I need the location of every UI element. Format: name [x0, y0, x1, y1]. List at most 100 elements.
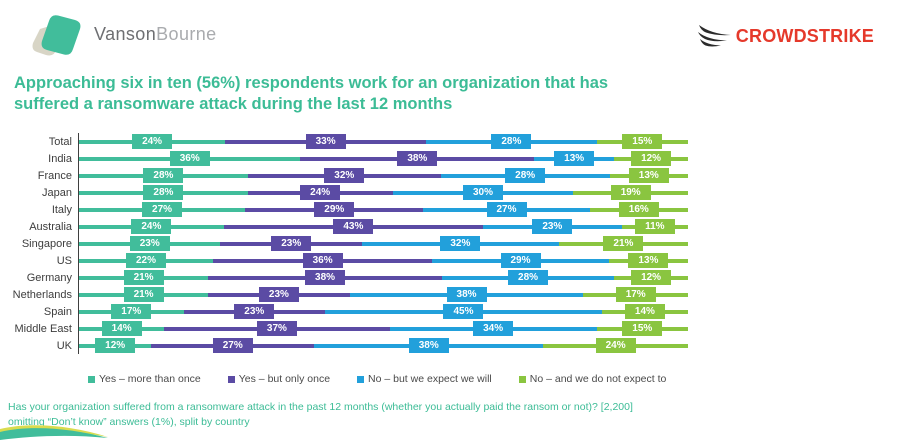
bar-area: 36% 38% 13% 12% — [78, 150, 688, 167]
crowdstrike-falcon-icon — [697, 25, 731, 47]
legend-item: Yes – but only once — [227, 373, 331, 385]
legend-swatch-icon — [227, 375, 235, 383]
value-label: 21% — [603, 236, 644, 251]
bar-area: 28% 24% 30% 19% — [78, 184, 688, 201]
category-label: US — [56, 254, 72, 267]
page-title: Approaching six in ten (56%) respondents… — [14, 73, 714, 115]
category-label: Total — [48, 135, 72, 148]
value-label: 28% — [143, 185, 184, 200]
crowdstrike-logo-text: CROWDSTRIKE — [735, 25, 874, 46]
value-label: 28% — [491, 134, 532, 149]
value-label: 29% — [500, 253, 541, 268]
value-label: 14% — [624, 304, 665, 319]
stacked-bar-chart: Total 24% 33% 28% 15% India 36% 38% 13% 12% France… — [8, 133, 708, 354]
legend-item: No – but we expect we will — [357, 373, 492, 385]
value-label: 30% — [462, 185, 503, 200]
legend-swatch-icon — [88, 375, 95, 383]
chart-row: India 36% 38% 13% 12% — [8, 150, 708, 167]
bar-area: 21% 23% 38% 17% — [78, 286, 688, 303]
vansonbourne-logo-icon — [32, 15, 81, 56]
chart-row: France 28% 32% 28% 13% — [8, 167, 708, 184]
bar-area: 23% 23% 32% 21% — [78, 235, 688, 252]
value-label: 27% — [142, 202, 183, 217]
chart-row: Singapore 23% 23% 32% 21% — [8, 235, 708, 252]
value-label: 16% — [618, 202, 659, 217]
value-label: 32% — [440, 236, 481, 251]
value-label: 24% — [132, 134, 173, 149]
bottom-swoosh-decoration — [0, 425, 108, 440]
value-label: 45% — [443, 304, 484, 319]
value-label: 38% — [446, 287, 487, 302]
bar-area: 14% 37% 34% 15% — [78, 320, 688, 337]
bar-area: 12% 27% 38% 24% — [78, 337, 688, 354]
value-label: 28% — [505, 168, 546, 183]
vansonbourne-logo-text: VansonBourne — [94, 24, 217, 45]
value-label: 27% — [212, 338, 253, 353]
value-label: 11% — [634, 219, 675, 234]
category-label: Middle East — [14, 322, 72, 335]
value-label: 17% — [615, 287, 656, 302]
value-label: 28% — [508, 270, 549, 285]
value-label: 24% — [595, 338, 636, 353]
chart-row: Italy 27% 29% 27% 16% — [8, 201, 708, 218]
value-label: 33% — [305, 134, 346, 149]
legend-swatch-icon — [357, 375, 365, 383]
category-label: France — [37, 169, 72, 182]
value-label: 23% — [234, 304, 275, 319]
value-label: 43% — [333, 219, 374, 234]
category-label: Japan — [42, 186, 72, 199]
bar-area: 17% 23% 45% 14% — [78, 303, 688, 320]
chart-legend: Yes – more than once Yes – but only once N… — [88, 373, 666, 385]
value-label: 17% — [111, 304, 152, 319]
source-note-line-1: Has your organization suffered from a ra… — [8, 401, 633, 413]
value-label: 36% — [169, 151, 210, 166]
bar-area: 22% 36% 29% 13% — [78, 252, 688, 269]
legend-label: Yes – more than once — [99, 373, 201, 385]
category-label: Netherlands — [12, 288, 72, 301]
bar-area: 24% 33% 28% 15% — [78, 133, 688, 150]
legend-label: Yes – but only once — [238, 373, 331, 385]
category-label: UK — [56, 339, 72, 352]
value-label: 23% — [129, 236, 170, 251]
bourne-text: Bourne — [156, 23, 217, 44]
category-label: Singapore — [21, 237, 72, 250]
value-label: 32% — [324, 168, 365, 183]
category-label: Australia — [29, 220, 72, 233]
chart-row: UK 12% 27% 38% 24% — [8, 337, 708, 354]
source-note: Has your organization suffered from a ra… — [8, 400, 778, 429]
value-label: 27% — [486, 202, 527, 217]
bar-area: 21% 38% 28% 12% — [78, 269, 688, 286]
value-label: 12% — [631, 270, 672, 285]
chart-row: Japan 28% 24% 30% 19% — [8, 184, 708, 201]
value-label: 36% — [302, 253, 343, 268]
legend-label: No – and we do not expect to — [529, 373, 667, 385]
category-label: India — [48, 152, 72, 165]
chart-row: Germany 21% 38% 28% 12% — [8, 269, 708, 286]
chart-row: Netherlands 21% 23% 38% 17% — [8, 286, 708, 303]
value-label: 22% — [125, 253, 166, 268]
crowdstrike-logo: CROWDSTRIKE — [697, 20, 874, 52]
value-label: 24% — [131, 219, 172, 234]
value-label: 38% — [305, 270, 346, 285]
value-label: 38% — [408, 338, 449, 353]
chart-rows: Total 24% 33% 28% 15% India 36% 38% 13% 12% France… — [8, 133, 708, 354]
value-label: 12% — [631, 151, 672, 166]
chart-row: Middle East 14% 37% 34% 15% — [8, 320, 708, 337]
value-label: 15% — [622, 321, 663, 336]
value-label: 13% — [628, 253, 669, 268]
value-label: 14% — [101, 321, 142, 336]
title-line-1: Approaching six in ten (56%) respondents… — [14, 74, 609, 92]
chart-row: Total 24% 33% 28% 15% — [8, 133, 708, 150]
category-label: Germany — [26, 271, 72, 284]
value-label: 29% — [314, 202, 355, 217]
category-label: Italy — [51, 203, 72, 216]
value-label: 34% — [473, 321, 514, 336]
legend-item: Yes – more than once — [88, 373, 201, 385]
value-label: 23% — [258, 287, 299, 302]
category-label: Spain — [43, 305, 72, 318]
value-label: 15% — [622, 134, 663, 149]
value-label: 21% — [123, 287, 164, 302]
chart-row: US 22% 36% 29% 13% — [8, 252, 708, 269]
value-label: 37% — [256, 321, 297, 336]
value-label: 28% — [143, 168, 184, 183]
